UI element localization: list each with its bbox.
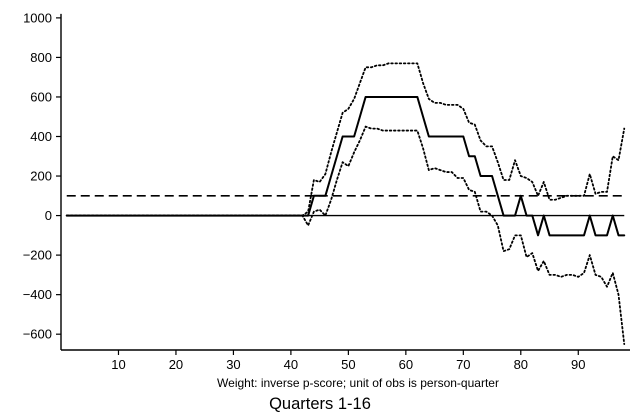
- x-tick-label: 70: [456, 357, 470, 372]
- x-axis-label: Weight: inverse p-score; unit of obs is …: [217, 376, 499, 390]
- x-tick-label: 20: [169, 357, 183, 372]
- lower-bound-line: [65, 125, 626, 345]
- upper-bound-line: [65, 62, 626, 217]
- y-tick-label: 200: [30, 169, 52, 184]
- x-tick-label: 60: [399, 357, 413, 372]
- y-tick-label: −600: [23, 327, 52, 342]
- y-ticks: −600 −400 −200 0 200 400 600 800 1000: [23, 10, 61, 342]
- x-tick-label: 90: [571, 357, 585, 372]
- y-tick-label: 800: [30, 50, 52, 65]
- y-tick-label: 400: [30, 129, 52, 144]
- y-tick-label: −400: [23, 287, 52, 302]
- series-layer: [65, 62, 626, 345]
- axes: [60, 13, 630, 351]
- x-ticks: 10 20 30 40 50 60 70 80 90: [111, 350, 586, 372]
- y-tick-label: 1000: [23, 10, 52, 25]
- y-tick-label: −200: [23, 248, 52, 263]
- x-tick-label: 50: [341, 357, 355, 372]
- x-tick-label: 10: [111, 357, 125, 372]
- estimate-line: [65, 95, 626, 237]
- reference-lines: [66, 195, 625, 217]
- x-tick-label: 80: [514, 357, 528, 372]
- y-tick-label: 600: [30, 89, 52, 104]
- y-tick-label: 0: [45, 208, 52, 223]
- chart-subtitle: Quarters 1-16: [269, 395, 371, 413]
- x-tick-label: 40: [284, 357, 298, 372]
- x-tick-label: 30: [226, 357, 240, 372]
